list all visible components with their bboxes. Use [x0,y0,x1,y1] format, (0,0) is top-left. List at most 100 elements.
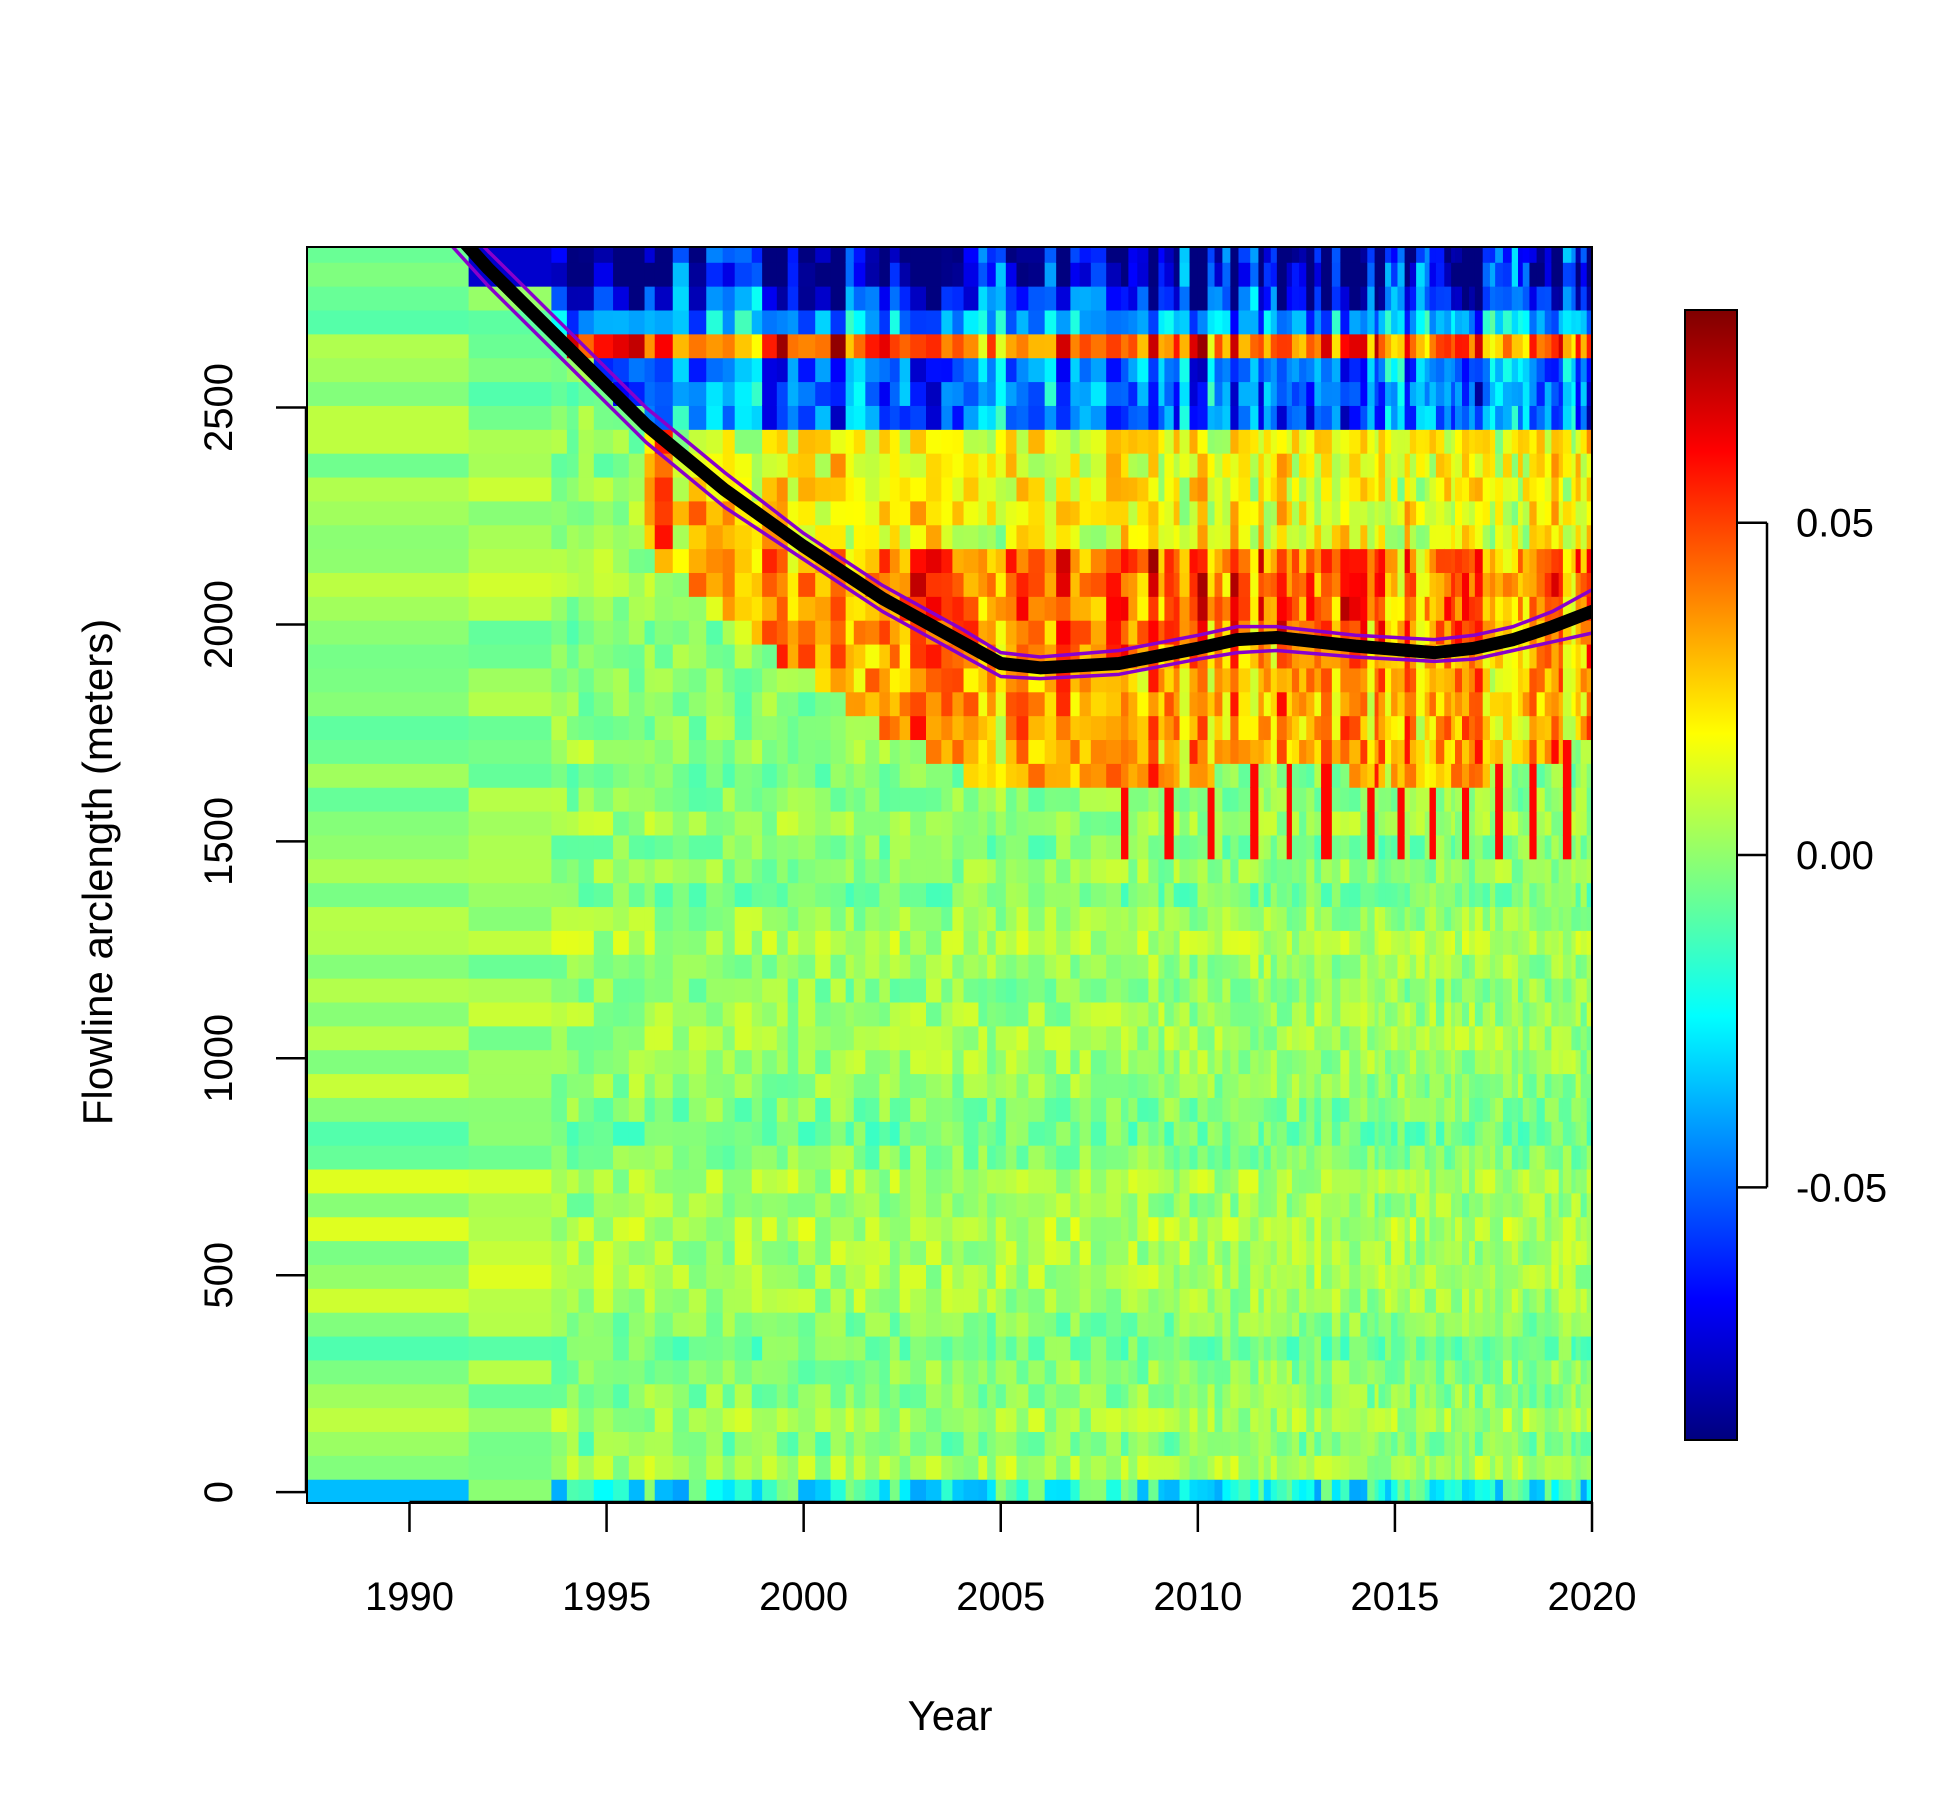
heatmap-cell [566,978,580,1003]
heatmap-cell [1250,572,1260,597]
heatmap-cell [1106,453,1122,478]
heatmap-cell [853,1359,866,1385]
heatmap-cell [1321,1073,1333,1098]
heatmap-cell [1214,381,1223,406]
heatmap-cell [865,715,880,741]
heatmap-cell [815,357,832,383]
heatmap-cell [672,739,690,764]
heatmap-cell [672,357,690,383]
heatmap-cell [1367,453,1376,478]
heatmap-cell [1276,381,1288,406]
heatmap-cell [1250,787,1260,812]
heatmap-cell [963,834,979,860]
heatmap-cell [1291,1407,1300,1433]
heatmap-cell [926,715,942,741]
heatmap-cell [1070,333,1081,359]
heatmap-cell [987,1383,997,1409]
heatmap-cell [1360,357,1368,383]
heatmap-cell [1378,524,1386,550]
heatmap-cell [654,715,674,741]
heatmap-cell [1207,858,1216,884]
heatmap-cell [1276,1264,1288,1289]
heatmap-cell [879,1264,891,1289]
heatmap-cell [1321,1240,1333,1265]
heatmap-cell [578,620,595,645]
heatmap-cell [1250,1455,1260,1480]
heatmap-cell [1207,286,1216,311]
heatmap-cell [798,1192,816,1218]
heatmap-cell [1340,1455,1350,1480]
heatmap-cell [1385,1383,1392,1409]
heatmap-cell [762,691,778,717]
heatmap-cell [1424,1455,1431,1480]
heatmap-cell [593,691,614,717]
heatmap-cell [1451,1479,1456,1503]
heatmap-cell [1016,834,1029,860]
heatmap-cell [1258,476,1265,502]
heatmap-cell [722,954,736,979]
heatmap-cell [798,1407,816,1433]
heatmap-cell [688,643,707,669]
heatmap-cell [1482,834,1491,860]
heatmap-cell [926,333,942,359]
heatmap-cell [776,596,789,621]
heatmap-cell [1158,1479,1166,1503]
heatmap-cell [468,930,552,955]
heatmap-cell [593,309,614,335]
heatmap-cell [644,1335,656,1361]
heatmap-cell [593,834,614,860]
heatmap-cell [1276,1097,1288,1122]
heatmap-cell [1454,357,1463,383]
heatmap-cell [1028,247,1046,263]
heatmap-cell [644,691,656,717]
heatmap-cell [1469,429,1476,454]
heatmap-cell [978,739,988,764]
heatmap-cell [1250,882,1260,908]
heatmap-cell [1238,811,1251,836]
heatmap-cell [952,978,965,1003]
heatmap-cell [1016,286,1029,311]
heatmap-cell [1070,978,1081,1003]
heatmap-cell [1173,930,1181,955]
heatmap-cell [1158,1312,1166,1337]
heatmap-cell [1378,1359,1386,1385]
heatmap-cell [762,1359,778,1385]
heatmap-cell [1106,572,1122,597]
heatmap-cell [1378,954,1386,979]
heatmap-cell [762,381,778,406]
heatmap-cell [995,1073,1007,1098]
heatmap-cell [1444,247,1452,263]
heatmap-cell [1128,1097,1138,1122]
heatmap-cell [1435,715,1445,741]
heatmap-cell [1016,1145,1029,1170]
heatmap-cell [963,930,979,955]
heatmap-cell [1286,906,1293,931]
heatmap-cell [1179,596,1191,621]
heatmap-cell [1378,1407,1386,1433]
heatmap-cell [1416,357,1426,383]
heatmap-cell [722,739,736,764]
heatmap-cell [941,834,954,860]
heatmap-cell [1469,247,1476,263]
heatmap-cell [910,930,927,955]
heatmap-cell [1222,882,1231,908]
heatmap-cell [1222,1097,1231,1122]
heatmap-cell [1391,548,1399,573]
heatmap-cell [1367,930,1376,955]
heatmap-cell [1360,1025,1368,1051]
heatmap-cell [1230,405,1240,430]
heatmap-cell [1173,1240,1181,1265]
heatmap-cell [578,715,595,741]
heatmap-cell [1258,405,1265,430]
heatmap-cell [1121,476,1129,502]
heatmap-cell [899,667,911,693]
heatmap-cell [1469,500,1476,526]
heatmap-cell [307,453,470,478]
heatmap-cell [1462,811,1470,836]
heatmap-cell [1263,309,1272,335]
heatmap-cell [722,1479,736,1503]
heatmap-cell [734,763,753,788]
heatmap-cell [1090,1383,1107,1409]
heatmap-cell [1207,834,1216,860]
heatmap-cell [468,524,552,550]
